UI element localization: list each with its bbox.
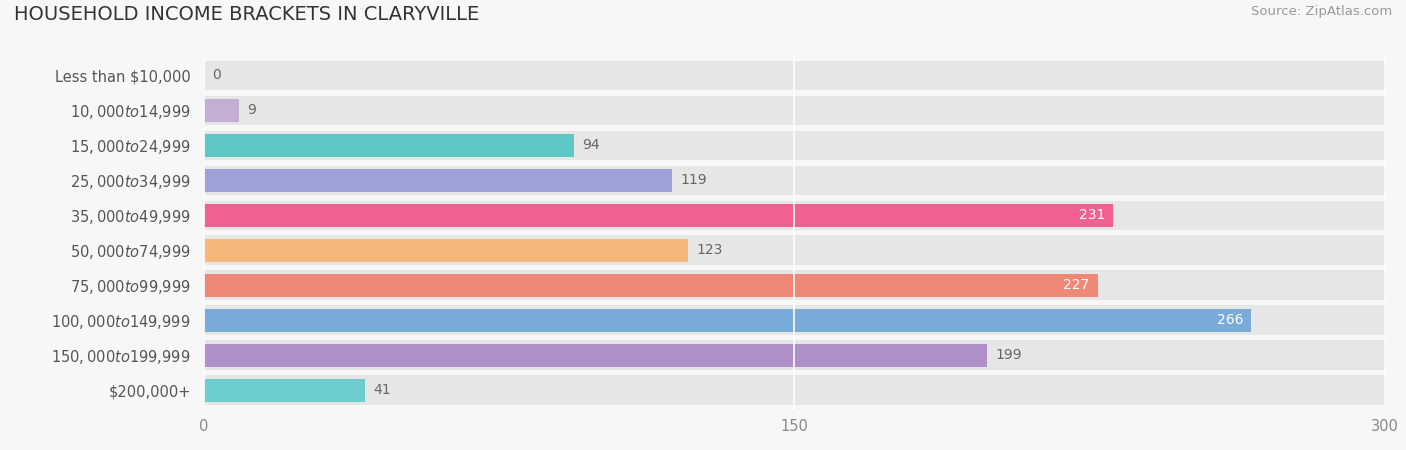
Bar [204, 201, 1385, 230]
Bar [204, 239, 688, 262]
Text: Source: ZipAtlas.com: Source: ZipAtlas.com [1251, 4, 1392, 18]
Text: 119: 119 [681, 173, 707, 187]
Bar [204, 379, 366, 402]
Bar [204, 344, 987, 367]
Text: 94: 94 [582, 139, 599, 153]
Bar [204, 270, 1385, 300]
Bar [204, 375, 1385, 405]
Text: 41: 41 [373, 383, 391, 397]
Text: 227: 227 [1063, 279, 1090, 292]
Bar [204, 306, 1385, 335]
Bar [204, 340, 1385, 370]
Text: 9: 9 [247, 104, 256, 117]
Bar [204, 99, 239, 122]
Bar [204, 235, 1385, 265]
Bar [204, 130, 1385, 160]
Text: 0: 0 [212, 68, 221, 82]
Bar [204, 134, 574, 157]
Bar [204, 204, 1114, 227]
Text: 231: 231 [1078, 208, 1105, 222]
Text: 123: 123 [696, 243, 723, 257]
Bar [204, 309, 1251, 332]
Text: 266: 266 [1216, 313, 1243, 327]
Bar [204, 95, 1385, 126]
Bar [204, 61, 1385, 90]
Bar [204, 274, 1098, 297]
Text: 199: 199 [995, 348, 1022, 362]
Bar [204, 166, 1385, 195]
Text: HOUSEHOLD INCOME BRACKETS IN CLARYVILLE: HOUSEHOLD INCOME BRACKETS IN CLARYVILLE [14, 4, 479, 23]
Bar [204, 169, 672, 192]
